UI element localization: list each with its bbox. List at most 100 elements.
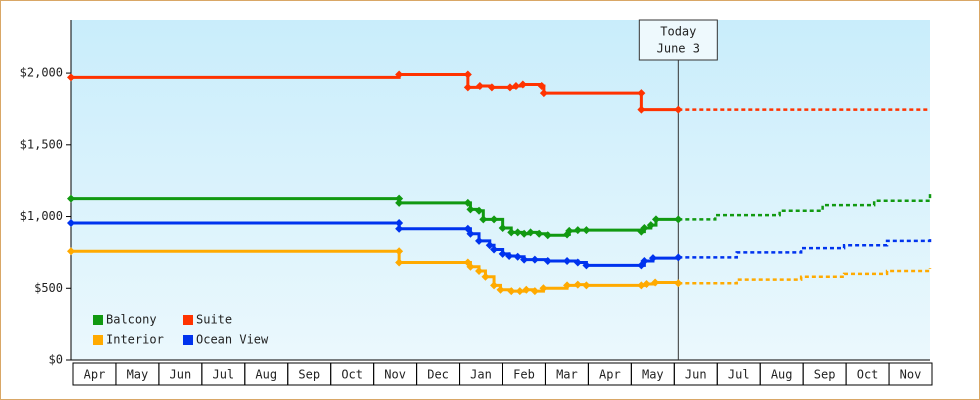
point: [674, 279, 683, 288]
point: [565, 226, 574, 235]
point: [646, 221, 655, 230]
y-tick-label: $1,500: [20, 137, 63, 151]
point: [496, 285, 505, 294]
point: [487, 83, 496, 92]
point: [674, 253, 683, 262]
point: [67, 73, 75, 82]
point: [475, 236, 484, 245]
x-tick-label: Feb: [513, 368, 535, 382]
point: [463, 83, 472, 92]
y-tick-label: $2,000: [20, 66, 63, 80]
point: [490, 281, 499, 290]
point: [522, 285, 531, 294]
x-tick-label: Jun: [170, 368, 192, 382]
point: [463, 70, 472, 79]
point: [537, 81, 546, 90]
plot-area: [71, 20, 930, 360]
legend-swatch: [93, 335, 103, 345]
x-tick-label: Jul: [212, 368, 234, 382]
point: [475, 81, 484, 90]
legend-swatch: [183, 315, 193, 325]
point: [466, 262, 475, 271]
point: [563, 257, 572, 266]
point: [395, 258, 404, 267]
y-tick-label: $500: [34, 281, 63, 295]
point: [539, 284, 548, 293]
point: [466, 229, 475, 238]
legend-label: Suite: [196, 313, 232, 327]
point: [642, 279, 651, 288]
x-tick-label: Aug: [255, 368, 277, 382]
legend-swatch: [93, 315, 103, 325]
y-tick-label: $0: [49, 353, 63, 367]
point: [466, 205, 475, 214]
point: [395, 198, 404, 207]
point: [582, 226, 591, 235]
x-tick-label: May: [127, 368, 149, 382]
point: [543, 231, 552, 240]
legend-label: Interior: [106, 333, 164, 347]
x-tick-label: Nov: [384, 368, 406, 382]
point: [479, 215, 488, 224]
month-box: [888, 362, 933, 386]
legend-swatch: [183, 335, 193, 345]
point: [67, 247, 75, 256]
point: [67, 218, 75, 227]
point: [485, 241, 494, 250]
point: [526, 228, 535, 237]
point: [475, 267, 484, 276]
point: [563, 281, 572, 290]
point: [535, 229, 544, 238]
x-tick-label: May: [642, 368, 664, 382]
x-tick-label: Dec: [427, 368, 449, 382]
point: [530, 287, 539, 296]
x-tick-label: Nov: [900, 368, 922, 382]
point: [637, 89, 646, 98]
point: [395, 194, 404, 203]
point: [651, 215, 660, 224]
y-tick-label: $1,000: [20, 209, 63, 223]
forecast-line: [678, 192, 932, 221]
point: [651, 278, 660, 287]
today-label: Today: [660, 25, 696, 39]
point: [505, 83, 514, 92]
point: [530, 255, 539, 264]
x-tick-label: Aug: [771, 368, 793, 382]
x-tick-label: Apr: [84, 368, 106, 382]
point: [463, 198, 472, 207]
point: [475, 206, 484, 215]
point: [395, 224, 404, 233]
x-tick-label: Jun: [685, 368, 707, 382]
point: [513, 252, 522, 261]
point: [507, 287, 516, 296]
point: [498, 224, 507, 233]
x-tick-label: Sep: [298, 368, 320, 382]
point: [513, 228, 522, 237]
point: [543, 257, 552, 266]
point: [573, 280, 582, 289]
point: [515, 287, 524, 296]
point: [582, 261, 591, 270]
point: [498, 249, 507, 258]
point: [640, 224, 649, 233]
forecast-line: [678, 238, 932, 259]
point: [520, 229, 529, 238]
point: [674, 215, 683, 224]
x-tick-label: Apr: [599, 368, 621, 382]
point: [539, 89, 548, 98]
point: [395, 70, 404, 79]
legend-label: Ocean View: [196, 333, 269, 347]
x-tick-label: Oct: [341, 368, 363, 382]
point: [518, 80, 527, 89]
point: [674, 105, 683, 114]
today-box: [638, 19, 718, 61]
point: [573, 258, 582, 267]
point: [511, 81, 520, 90]
point: [507, 228, 516, 237]
point: [490, 245, 499, 254]
point: [67, 194, 75, 203]
x-tick-label: Jan: [470, 368, 492, 382]
x-tick-label: Jul: [728, 368, 750, 382]
